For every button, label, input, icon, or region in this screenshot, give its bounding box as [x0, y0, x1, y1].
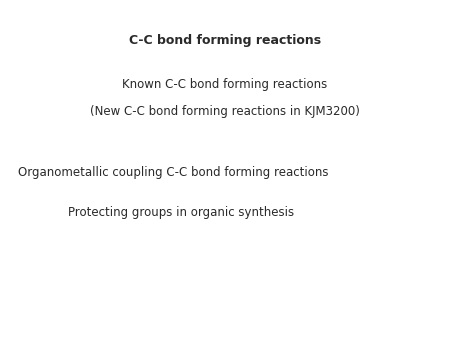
- Text: C-C bond forming reactions: C-C bond forming reactions: [129, 34, 321, 47]
- Text: Organometallic coupling C-C bond forming reactions: Organometallic coupling C-C bond forming…: [18, 166, 328, 179]
- Text: (New C-C bond forming reactions in KJM3200): (New C-C bond forming reactions in KJM32…: [90, 105, 360, 118]
- Text: Protecting groups in organic synthesis: Protecting groups in organic synthesis: [68, 207, 293, 219]
- Text: Known C-C bond forming reactions: Known C-C bond forming reactions: [122, 78, 328, 91]
